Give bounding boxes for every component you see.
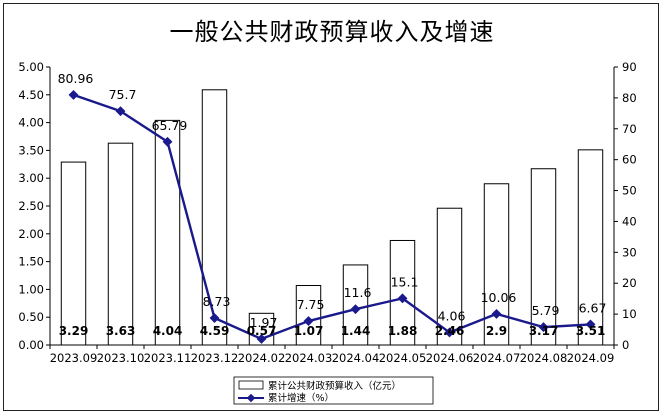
x-tick-label: 2023.11 [144,351,192,365]
bar-data-label: 2.9 [486,324,507,338]
line-point [68,89,79,100]
bar [530,168,557,346]
x-tick-label: 2023.12 [191,351,239,365]
line-data-label: 65.79 [152,118,188,133]
x-tick-label: 2024.08 [520,351,568,365]
bar [577,149,604,346]
x-tick-label: 2024.09 [567,351,615,365]
bar [107,142,134,346]
growth-line [73,93,591,341]
line-data-label: 1.97 [250,315,278,330]
x-tick-label: 2024.03 [285,351,333,365]
line-data-label: 11.6 [344,285,372,300]
legend-border [233,376,434,405]
chart-title: 一般公共财政预算收入及增速 [170,18,495,46]
line-point [115,106,126,117]
y-right-tick-label: 70 [622,122,637,136]
y-left-tick-label: 2.00 [18,227,44,241]
line-data-labels: 80.96 75.7 65.79 8.73 1.97 7.75 11.6 15.1 4.06 10… [58,71,607,330]
y-left-tick-label: 1.00 [18,282,44,296]
x-axis-tick-labels: 2023.09 2023.10 2023.11 2023.12 2024.02 2024.… [50,351,615,365]
bar-data-label: 1.07 [294,324,324,338]
x-tick-label: 2024.02 [238,351,286,365]
line-point [491,308,502,319]
line-point [303,316,314,327]
bar-data-label: 0.57 [247,324,277,338]
bar-data-label: 3.29 [59,324,89,338]
y-left-tick-label: 4.50 [18,88,44,102]
legend-line-marker [246,393,256,403]
y-right-tick-label: 40 [622,214,637,228]
y-left-tick-label: 4.00 [18,116,44,130]
bar [389,239,416,346]
legend-line-label: 累计增速（%） [268,392,334,404]
y-right-tick-label: 50 [622,184,637,198]
line-data-label: 7.75 [297,297,325,312]
line-data-label: 80.96 [58,71,94,86]
y-right-tick-label: 80 [622,91,637,105]
legend-bar-label: 累计公共财政预算收入（亿元） [268,380,401,392]
y-left-tick-label: 5.00 [18,60,44,74]
y-left-tick-label: 0.50 [18,310,44,324]
bar [201,89,228,346]
line-point [256,333,267,344]
y-left-tick-label: 2.50 [18,199,44,213]
x-tick-label: 2024.05 [379,351,427,365]
y-right-tick-label: 20 [622,276,637,290]
y-right-tick-label: 0 [622,338,629,352]
x-tick-label: 2023.10 [97,351,145,365]
y-right-tick-label: 30 [622,245,637,259]
x-tick-label: 2024.06 [426,351,474,365]
y-left-tick-label: 3.00 [18,171,44,185]
bar-data-label: 1.44 [341,324,371,338]
line-point [397,293,408,304]
line-point [350,304,361,315]
bar [60,161,87,346]
bar-data-label: 4.04 [153,324,183,338]
line-data-label: 15.1 [391,274,419,289]
bar-data-label: 1.88 [388,324,418,338]
bar-series [60,89,604,346]
y-right-tick-label: 10 [622,307,637,321]
y-left-tick-label: 1.50 [18,255,44,269]
line-data-label: 10.06 [481,290,517,305]
bar-data-label: 3.63 [106,324,136,338]
line-data-label: 75.7 [109,87,137,102]
line-data-label: 5.79 [532,303,560,318]
bar-data-label: 3.17 [529,324,559,338]
y-left-tick-label: 3.50 [18,143,44,157]
bar-data-label: 2.46 [435,324,465,338]
line-series [68,89,596,344]
x-tick-label: 2023.09 [50,351,98,365]
bar-data-labels: 3.29 3.63 4.04 4.59 0.57 1.07 1.44 1.88 2.46 2.9 3… [59,324,606,338]
line-data-label: 4.06 [438,308,466,323]
line-point [162,136,173,147]
line-point [585,319,596,330]
y-right-tick-label: 60 [622,153,637,167]
bar [342,264,369,346]
legend: 累计公共财政预算收入（亿元） 累计增速（%） [233,376,434,405]
bar [154,119,181,346]
bar [483,183,510,346]
line-data-label: 6.67 [579,300,607,315]
y-left-tick-label: 0.00 [18,338,44,352]
bar-data-label: 4.59 [200,324,230,338]
line-point [209,313,220,323]
x-tick-label: 2024.07 [473,351,521,365]
bar [436,207,463,346]
y-right-tick-label: 90 [622,60,637,74]
line-point [444,327,455,338]
x-tick-label: 2024.04 [332,351,380,365]
axes: 0.00 0.50 1.00 1.50 2.00 2.50 3.00 3.50 4.00 4.50… [18,60,636,352]
legend-bar-swatch [238,380,264,390]
bar-data-label: 3.51 [576,324,606,338]
bar [295,285,322,346]
line-point [538,322,549,333]
line-data-label: 8.73 [203,294,231,309]
